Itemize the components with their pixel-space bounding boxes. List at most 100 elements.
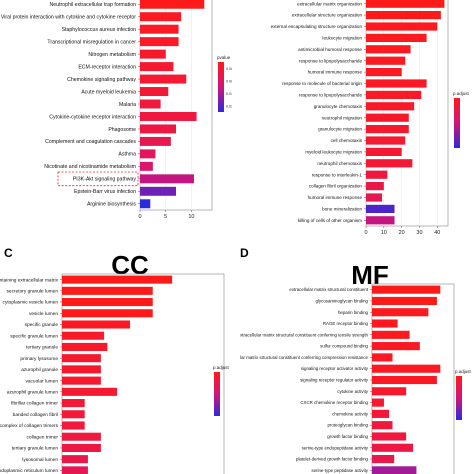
category-label: tertiary granule — [26, 345, 58, 351]
bar — [140, 174, 194, 184]
category-label: Phagosome — [108, 127, 136, 133]
category-label: external encapsulating structure organiz… — [271, 24, 363, 29]
bar — [62, 399, 85, 408]
category-label: bone mineralization — [322, 207, 362, 212]
bar — [366, 45, 411, 54]
x-tick-label: 30 — [416, 230, 422, 236]
x-tick-label: 0 — [138, 214, 141, 220]
category-label: tertiary granule lumen — [12, 446, 59, 452]
category-label: secretory granule lumen — [7, 289, 59, 295]
bar — [62, 342, 108, 351]
bar — [366, 0, 445, 8]
bar — [372, 364, 441, 373]
bar — [140, 136, 171, 146]
category-label: myeloid leukocyte migration — [305, 150, 362, 155]
bar — [366, 124, 409, 134]
bar — [372, 285, 441, 294]
category-label: Nitrogen metabolism — [88, 52, 136, 58]
bar — [62, 432, 101, 441]
bar — [62, 298, 153, 307]
category-label: Transcriptional misregulation in cancer — [47, 39, 136, 45]
bar — [62, 365, 101, 374]
panel-a: Neutrophil extracellular trap formation V… — [0, 0, 232, 232]
bar — [62, 376, 101, 385]
legend-title: p.adjust — [213, 365, 230, 370]
category-label: leukocyte migration — [322, 36, 362, 41]
category-label: platelet-derived growth factor binding — [296, 457, 369, 462]
category-label: response to lipopolysaccharide — [299, 58, 363, 63]
bar — [372, 319, 398, 328]
category-label: extracellular matrix organization — [297, 1, 362, 6]
category-label: granulocyte chemotaxis — [314, 104, 363, 109]
bar — [140, 49, 166, 59]
bar — [140, 74, 187, 84]
category-label: serine-type peptidase activity — [311, 468, 368, 473]
bar — [372, 432, 407, 441]
x-tick-label: 0 — [364, 230, 367, 236]
category-label: collagen fibril organization — [309, 184, 363, 189]
category-label: collagen trimer — [27, 434, 59, 440]
category-label: specific granule — [25, 322, 59, 328]
category-label: extracellular matrix structural constitu… — [289, 287, 368, 292]
bar — [62, 286, 153, 295]
bar — [366, 79, 427, 88]
category-label: vacuolar lumen — [25, 378, 58, 384]
legend-title: p.adjust — [453, 91, 470, 96]
bar — [366, 56, 406, 65]
legend-title: p.adjust — [455, 369, 472, 374]
bar — [62, 320, 131, 329]
bar — [366, 159, 413, 168]
category-label: antimicrobial humoral response — [298, 47, 362, 52]
category-label: banded collagen fibril — [13, 412, 58, 418]
category-label: Nicotinate and nicotinamide metabolism — [44, 164, 136, 170]
x-tick-label: 5 — [164, 214, 167, 220]
bar — [140, 0, 205, 9]
category-label: granulocyte migration — [318, 127, 362, 132]
category-label: neutrophil migration — [322, 115, 363, 120]
bar — [140, 186, 176, 196]
category-label: Chemokine signaling pathway — [67, 77, 136, 83]
category-label: fibrillar collagen trimer — [11, 401, 58, 407]
bar — [62, 309, 153, 318]
category-label: ECM-receptor interaction — [78, 64, 136, 70]
bar — [372, 421, 393, 430]
bar — [140, 111, 197, 121]
legend-label: 0.02 — [226, 104, 232, 108]
category-label: Complement and coagulation cascades — [45, 139, 136, 145]
panel-a-chart: Neutrophil extracellular trap formation V… — [1, 0, 232, 220]
category-label: cell chemotaxis — [331, 138, 363, 143]
category-label: azurophil granule lumen — [7, 390, 59, 396]
panel-b: extracellular matrix organization extrace… — [236, 0, 474, 236]
bar — [140, 199, 151, 209]
bar — [140, 87, 169, 97]
category-label: heparin binding — [338, 310, 369, 315]
bar — [140, 99, 161, 109]
panel-d-chart: extracellular matrix structural constitu… — [240, 283, 472, 474]
bar — [140, 12, 182, 22]
panel-b-chart: extracellular matrix organization extrace… — [271, 0, 470, 236]
panel-d: extracellular matrix structural constitu… — [240, 282, 474, 474]
panel-letter-d: D — [240, 246, 249, 260]
bar — [62, 466, 88, 474]
category-label: response to molecule of bacterial origin — [282, 81, 362, 86]
bar — [366, 22, 438, 31]
legend-label: 0.06 — [226, 79, 232, 83]
x-tick-label: 20 — [399, 230, 405, 236]
bar — [372, 443, 413, 452]
legend-label: 0.08 — [226, 67, 232, 71]
category-label: endoplasmic reticulum lumen — [0, 468, 58, 474]
bar — [372, 342, 420, 351]
bar — [140, 37, 179, 47]
category-label: signaling receptor activator activity — [301, 366, 369, 371]
bar — [366, 33, 427, 43]
bar — [372, 398, 384, 407]
bar — [366, 181, 384, 191]
legend-colorbar — [218, 62, 224, 112]
panel-c-chart: collagen-containing extracellular matrix… — [0, 273, 230, 474]
bar — [372, 409, 390, 418]
category-label: cytoplasmic vesicle lumen — [3, 300, 59, 306]
category-label: response to interleukin-1 — [312, 172, 363, 177]
panel-letter-c: C — [4, 246, 13, 260]
category-label: sulfur compound binding — [320, 344, 368, 349]
bar — [372, 296, 437, 306]
